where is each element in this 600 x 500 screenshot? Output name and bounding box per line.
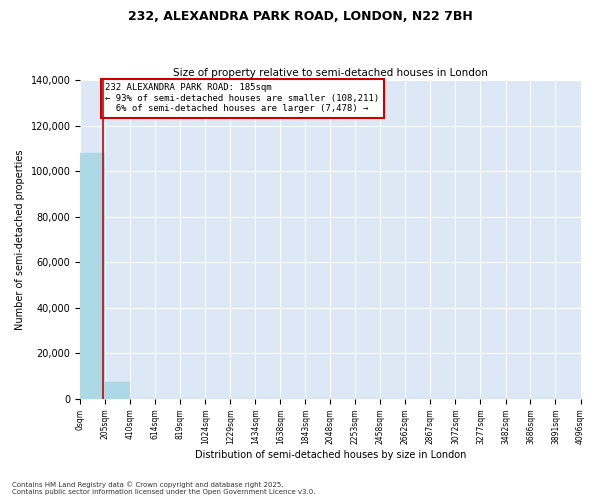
Bar [106, 382, 130, 399]
Y-axis label: Number of semi-detached properties: Number of semi-detached properties [15, 150, 25, 330]
Bar [80, 152, 106, 399]
Text: 232 ALEXANDRA PARK ROAD: 185sqm
← 93% of semi-detached houses are smaller (108,2: 232 ALEXANDRA PARK ROAD: 185sqm ← 93% of… [106, 84, 379, 113]
X-axis label: Distribution of semi-detached houses by size in London: Distribution of semi-detached houses by … [195, 450, 466, 460]
Title: Size of property relative to semi-detached houses in London: Size of property relative to semi-detach… [173, 68, 488, 78]
Text: Contains HM Land Registry data © Crown copyright and database right 2025.
Contai: Contains HM Land Registry data © Crown c… [12, 482, 316, 495]
Text: 232, ALEXANDRA PARK ROAD, LONDON, N22 7BH: 232, ALEXANDRA PARK ROAD, LONDON, N22 7B… [128, 10, 472, 23]
